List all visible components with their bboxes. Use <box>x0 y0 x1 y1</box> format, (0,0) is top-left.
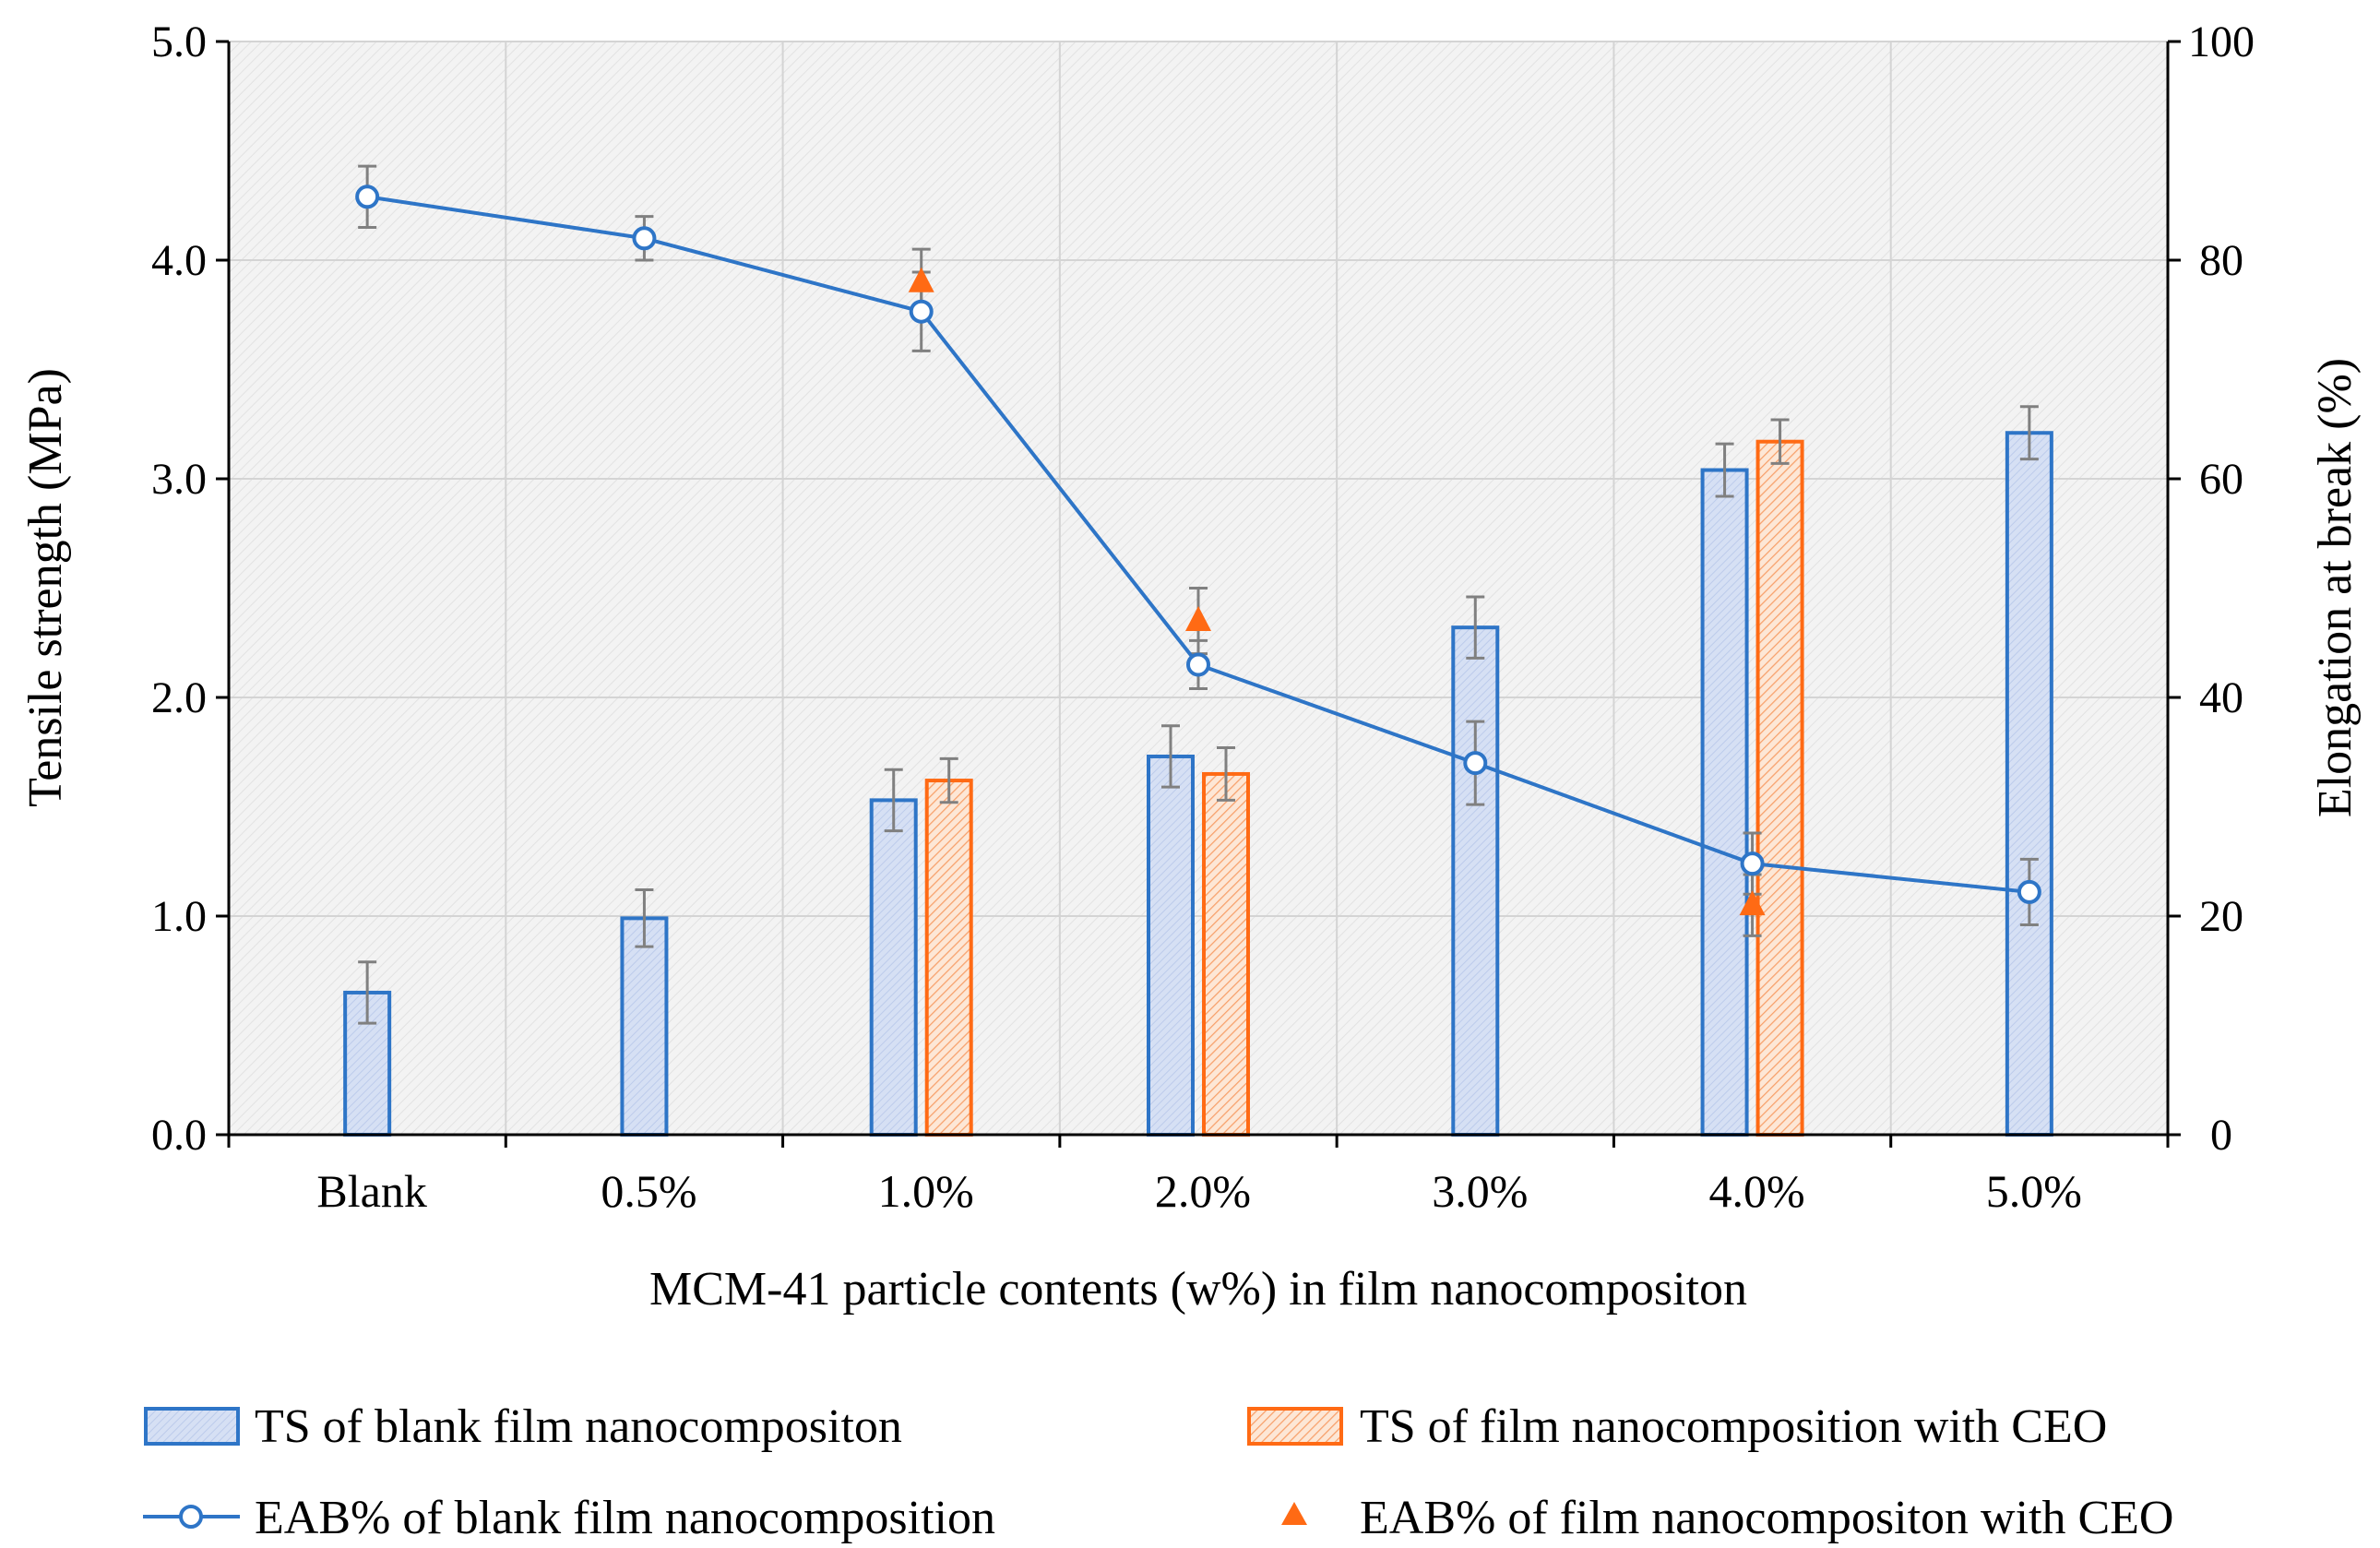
y-tick-label: 2.0 <box>151 673 207 722</box>
y2-tick-label: 100 <box>2188 18 2255 66</box>
x-tick-label: 5.0% <box>1986 1165 2082 1217</box>
y2-axis-title: Elongation at break (%) <box>2309 358 2362 817</box>
point-eab-ceo-4.0% <box>1739 890 1766 916</box>
bar-blank-4.0% <box>1700 468 1749 1137</box>
bar-blank-0.5% <box>620 916 669 1137</box>
x-tick-label: 1.0% <box>878 1165 974 1217</box>
y-tick-label: 1.0 <box>151 892 207 941</box>
y2-tick-label: 20 <box>2199 892 2243 941</box>
bar-ceo-2.0% <box>1202 771 1250 1137</box>
legend-label-ceo-bar: TS of film nanocomposition with CEO <box>1360 1400 2107 1453</box>
legend-label-blank-bar: TS of blank film nanocompositon <box>255 1400 902 1453</box>
y-tick-label: 0.0 <box>151 1111 207 1160</box>
bar-blank-3.0% <box>1451 625 1500 1137</box>
y-axis-title: Tensile strength (MPa) <box>19 368 72 807</box>
x-tick-label: 2.0% <box>1155 1165 1251 1217</box>
bar-ceo-4.0% <box>1755 439 1804 1137</box>
x-tick-label: 4.0% <box>1708 1165 1804 1217</box>
legend-swatch-blank-line-marker <box>179 1505 203 1529</box>
legend-swatch-blank-bar <box>144 1407 240 1446</box>
y2-tick-label: 80 <box>2199 236 2243 285</box>
point-eab-blank-0.5% <box>632 226 657 251</box>
point-eab-blank-2.0% <box>1186 652 1210 677</box>
point-eab-blank-1.0% <box>909 299 934 324</box>
x-axis-title: MCM-41 particle contents (w%) in film na… <box>649 1263 1747 1316</box>
legend: TS of blank film nanocompositon TS of fi… <box>143 1400 2173 1544</box>
gridlines <box>229 41 2168 1135</box>
y2-tick-label: 60 <box>2199 455 2243 504</box>
point-eab-ceo-1.0% <box>908 267 934 292</box>
point-eab-blank-4.0% <box>1740 851 1765 876</box>
point-eab-ceo-2.0% <box>1185 606 1211 632</box>
legend-swatch-ceo-triangle <box>1281 1502 1307 1525</box>
point-eab-blank-Blank <box>355 185 380 209</box>
bars <box>343 431 2053 1137</box>
x-tick-label: 3.0% <box>1432 1165 1528 1217</box>
tick-labels: 0.0 1.0 2.0 3.0 4.0 5.0 0 20 40 60 80 100 Blank 0.5% 1… <box>151 18 2255 1217</box>
y-tick-label: 3.0 <box>151 455 207 504</box>
bar-blank-2.0% <box>1147 754 1195 1137</box>
bar-blank-1.0% <box>869 798 918 1137</box>
y2-tick-label: 0 <box>2210 1111 2232 1160</box>
y-tick-label: 4.0 <box>151 236 207 285</box>
y2-tick-label: 40 <box>2199 673 2243 722</box>
y-tick-label: 5.0 <box>151 18 207 66</box>
point-eab-blank-3.0% <box>1463 751 1488 776</box>
legend-label-ceo-triangle: EAB% of film nanocompositon with CEO <box>1360 1492 2173 1544</box>
legend-swatch-ceo-bar <box>1247 1407 1343 1446</box>
bar-ceo-1.0% <box>924 779 973 1137</box>
axes <box>216 40 2181 1148</box>
x-tick-label: 0.5% <box>601 1165 696 1217</box>
legend-label-blank-line: EAB% of blank film nanocomposition <box>255 1492 995 1544</box>
point-eab-blank-5.0% <box>2017 879 2041 904</box>
bar-blank-5.0% <box>2005 431 2053 1137</box>
series-markers <box>355 185 2041 916</box>
x-tick-label: Blank <box>316 1165 426 1217</box>
